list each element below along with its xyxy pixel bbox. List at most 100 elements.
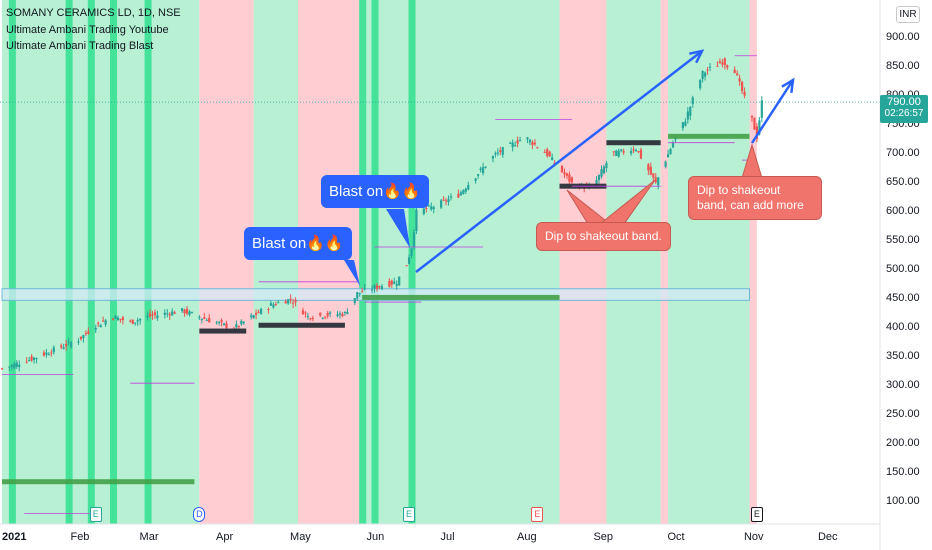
candle-body (301, 310, 305, 315)
candle-body (242, 321, 245, 324)
candle-body (477, 174, 480, 176)
candle-body (526, 137, 529, 140)
candle-body (346, 311, 349, 314)
candle-body (637, 150, 640, 153)
candle-body (151, 314, 154, 316)
candle-body (449, 196, 453, 198)
candle-body (252, 315, 255, 319)
time-tick-label: Sep (593, 531, 614, 543)
candle-body (99, 324, 102, 328)
recovery-arrow (750, 79, 795, 144)
candle-body (84, 333, 87, 335)
candle-body (536, 147, 539, 149)
candle-body (166, 313, 169, 315)
candle-body (615, 150, 618, 156)
candle-body (104, 320, 107, 325)
candle-body (255, 312, 258, 315)
support-line (2, 479, 195, 485)
candle-body (338, 313, 342, 315)
price-tick-label: 450.00 (886, 292, 920, 305)
event-marker-earnings[interactable]: E (531, 507, 544, 522)
candle-body (65, 344, 68, 347)
candle-body (10, 364, 13, 367)
support-line (258, 322, 345, 328)
candle-body (467, 184, 470, 190)
time-tick-label: Apr (216, 531, 234, 543)
candle-body (378, 286, 381, 288)
candle-body (654, 177, 657, 183)
event-marker-earnings[interactable]: E (750, 507, 763, 522)
candle-body (116, 317, 120, 321)
candle-body (457, 194, 460, 198)
candle-body (531, 142, 534, 145)
currency-button[interactable]: INR (896, 6, 920, 23)
candle-body (220, 320, 223, 322)
candle-body (516, 140, 519, 144)
candle-body (111, 318, 115, 320)
last-price: 790.00 (887, 96, 921, 108)
candle-body (442, 199, 445, 201)
support-line (668, 133, 750, 139)
time-tick-label: 2021 (2, 531, 27, 543)
candle-body (45, 352, 48, 355)
candle-body (319, 312, 322, 316)
time-tick-label: Nov (743, 531, 764, 543)
event-marker-dividend[interactable]: D (193, 507, 206, 522)
event-marker-earnings[interactable]: E (89, 507, 102, 522)
candle-body (543, 152, 546, 154)
candle-body (208, 317, 211, 323)
candle-body (294, 299, 297, 303)
zone-bullish (362, 0, 560, 524)
candle-body (139, 318, 142, 321)
time-tick-label: Feb (70, 531, 90, 543)
candle-body (528, 139, 532, 143)
candle-body (671, 142, 675, 148)
time-tick-label: Dec (817, 531, 838, 543)
indicator-1-label[interactable]: Ultimate Ambani Trading Youtube (6, 24, 169, 36)
candle-body (605, 163, 608, 168)
blast-bar (359, 0, 367, 524)
candle-body (546, 149, 549, 156)
candle-body (736, 73, 739, 76)
candle-body (462, 190, 465, 194)
candle-body (311, 318, 314, 320)
candle-body (602, 166, 606, 174)
candle-body (222, 323, 226, 325)
candle-body (240, 320, 243, 325)
time-tick-label: Aug (517, 531, 537, 543)
indicator-2-label[interactable]: Ultimate Ambani Trading Blast (6, 40, 154, 52)
candle-body (629, 150, 633, 154)
candle-body (284, 301, 287, 304)
candle-body (203, 317, 206, 319)
price-tick-label: 200.00 (886, 437, 920, 450)
candle-body (760, 100, 763, 118)
candle-body (375, 285, 379, 289)
zone-bearish (660, 0, 669, 524)
time-tick-label: Jun (366, 531, 385, 543)
candle-body (30, 356, 33, 361)
candle-body (548, 151, 551, 157)
candle-body (235, 324, 238, 328)
candle-body (474, 178, 477, 181)
candle-body (47, 354, 50, 356)
candle-body (60, 345, 63, 348)
candle-body (18, 364, 21, 367)
candle-body (620, 149, 623, 151)
candle-body (430, 206, 433, 210)
candle-body (173, 312, 176, 314)
candle-body (188, 311, 191, 315)
candle-body (743, 91, 746, 96)
candle-body (363, 288, 366, 290)
candle-body (324, 316, 327, 318)
candle-body (563, 172, 566, 175)
candle-body (370, 289, 374, 291)
price-tick-label: 250.00 (886, 408, 920, 421)
event-marker-earnings[interactable]: E (403, 507, 416, 522)
uptrend-arrow (415, 50, 703, 273)
candle-body (321, 317, 324, 319)
candle-body (102, 320, 105, 322)
candle-body (758, 120, 761, 135)
candle-body (77, 341, 80, 343)
candle-body (50, 352, 53, 354)
